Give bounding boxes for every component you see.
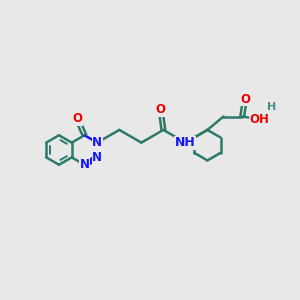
Text: H: H (267, 102, 276, 112)
Text: O: O (156, 103, 166, 116)
Text: OH: OH (250, 113, 270, 126)
Text: N: N (92, 151, 102, 164)
Text: O: O (240, 93, 250, 106)
Text: NH: NH (175, 136, 196, 149)
Text: O: O (72, 112, 82, 125)
Text: N: N (80, 158, 89, 171)
Text: N: N (92, 136, 102, 149)
